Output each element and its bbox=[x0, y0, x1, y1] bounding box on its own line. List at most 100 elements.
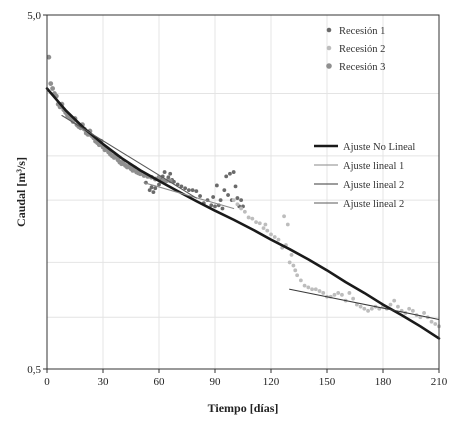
data-point bbox=[224, 174, 229, 179]
plot-frame bbox=[46, 14, 440, 370]
data-point bbox=[214, 183, 219, 188]
legend-label: Recesión 1 bbox=[339, 26, 385, 37]
data-point bbox=[137, 171, 143, 177]
data-point bbox=[235, 202, 240, 207]
fit-line bbox=[143, 182, 235, 210]
data-point bbox=[263, 222, 268, 227]
data-point bbox=[310, 287, 314, 292]
legend-label: Recesión 2 bbox=[339, 44, 385, 55]
data-point bbox=[366, 308, 370, 313]
fit-line bbox=[45, 87, 441, 340]
data-point bbox=[261, 226, 266, 231]
data-point bbox=[287, 260, 292, 265]
data-point bbox=[147, 188, 152, 193]
data-point bbox=[313, 287, 318, 292]
legend-label: Recesión 3 bbox=[339, 62, 385, 73]
data-point bbox=[392, 298, 397, 303]
data-point bbox=[407, 306, 412, 311]
x-tick-label: 150 bbox=[319, 376, 336, 388]
data-point bbox=[231, 198, 236, 202]
data-point bbox=[295, 273, 300, 278]
y-tick-label: 0,5 bbox=[27, 364, 41, 376]
x-tick-label: 30 bbox=[98, 376, 110, 388]
data-point bbox=[211, 195, 216, 199]
data-point bbox=[254, 220, 258, 224]
data-point bbox=[50, 86, 55, 91]
data-point bbox=[257, 221, 262, 226]
data-point bbox=[250, 216, 255, 221]
legend-marker bbox=[326, 63, 332, 69]
data-point bbox=[220, 206, 225, 211]
data-point bbox=[354, 302, 359, 307]
data-point bbox=[179, 184, 184, 189]
data-marks bbox=[45, 54, 441, 340]
axis-ticks: 0 30 60 90 120 150 180 210 0,5 5,0 bbox=[27, 10, 448, 388]
data-point bbox=[321, 291, 326, 295]
data-point bbox=[293, 268, 298, 273]
data-point bbox=[358, 304, 363, 309]
data-point bbox=[276, 237, 281, 242]
data-point bbox=[410, 308, 415, 313]
data-point bbox=[298, 278, 303, 283]
legend-marker bbox=[326, 45, 332, 51]
data-point bbox=[317, 289, 322, 293]
data-point bbox=[347, 291, 352, 295]
data-point bbox=[183, 186, 188, 191]
fit-line bbox=[289, 288, 440, 321]
data-point bbox=[388, 302, 393, 307]
data-point bbox=[282, 214, 286, 219]
x-tick-label: 120 bbox=[263, 376, 280, 388]
data-point bbox=[151, 190, 156, 195]
data-point bbox=[239, 206, 244, 211]
data-point bbox=[222, 188, 227, 193]
data-point bbox=[306, 285, 311, 290]
legend: Recesión 1 Recesión 2 Recesión 3 Ajuste No … bbox=[314, 26, 415, 210]
legend-marker bbox=[326, 27, 332, 33]
data-point bbox=[226, 193, 230, 197]
data-point bbox=[246, 215, 251, 220]
data-point bbox=[332, 292, 337, 297]
data-point bbox=[168, 171, 173, 176]
legend-label: Ajuste lineal 2 bbox=[343, 199, 404, 210]
data-point bbox=[242, 209, 247, 214]
data-point bbox=[433, 322, 438, 326]
data-point bbox=[46, 54, 52, 60]
data-point bbox=[190, 188, 195, 193]
data-point bbox=[194, 189, 199, 194]
data-point bbox=[164, 178, 169, 184]
data-point bbox=[198, 194, 202, 198]
data-point bbox=[429, 319, 434, 324]
y-tick-label: 5,0 bbox=[27, 10, 41, 22]
data-point bbox=[336, 291, 341, 295]
data-point bbox=[153, 186, 158, 191]
data-point bbox=[272, 235, 277, 239]
legend-label: Ajuste lineal 1 bbox=[343, 161, 404, 172]
data-point bbox=[231, 170, 236, 174]
fit-line bbox=[61, 114, 197, 199]
data-point bbox=[291, 263, 296, 268]
data-point bbox=[362, 306, 367, 311]
data-point bbox=[186, 188, 191, 193]
data-point bbox=[289, 253, 294, 257]
x-tick-label: 60 bbox=[154, 376, 166, 388]
x-tick-label: 90 bbox=[210, 376, 222, 388]
data-point bbox=[239, 198, 244, 202]
data-point bbox=[302, 283, 307, 288]
data-point bbox=[351, 296, 356, 301]
data-point bbox=[213, 204, 217, 209]
data-point bbox=[172, 179, 176, 184]
data-point bbox=[265, 228, 270, 233]
x-axis-title: Tiempo [días] bbox=[208, 401, 279, 415]
legend-label: Ajuste lineal 2 bbox=[343, 180, 404, 191]
data-point bbox=[235, 196, 240, 200]
data-point bbox=[48, 81, 54, 87]
legend-label: Ajuste No Lineal bbox=[343, 142, 415, 153]
data-point bbox=[167, 178, 173, 184]
data-point bbox=[218, 198, 223, 202]
data-point bbox=[285, 222, 290, 227]
data-point bbox=[162, 170, 167, 174]
data-point bbox=[209, 203, 214, 208]
data-point bbox=[396, 304, 400, 309]
data-point bbox=[166, 175, 171, 180]
